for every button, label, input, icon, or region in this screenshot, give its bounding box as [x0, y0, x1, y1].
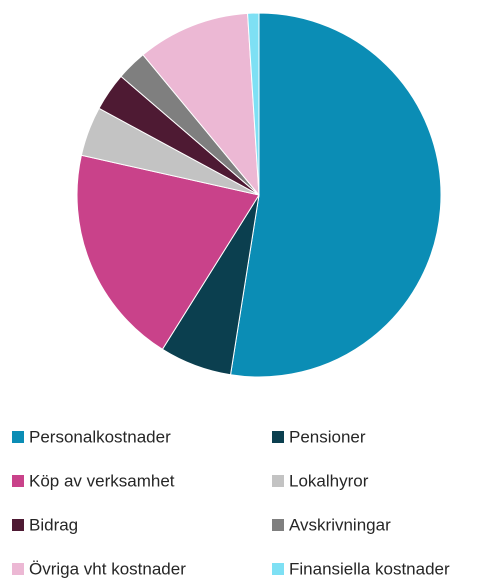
legend-label: Övriga vht kostnader — [29, 559, 186, 578]
legend-label: Pensioner — [289, 427, 366, 446]
legend-label: Köp av verksamhet — [29, 471, 175, 490]
legend-swatch — [12, 563, 24, 575]
legend-label: Personalkostnader — [29, 427, 171, 446]
legend-swatch — [272, 563, 284, 575]
pie-slice — [229, 12, 442, 378]
legend-swatch — [12, 431, 24, 443]
legend-swatch — [272, 519, 284, 531]
legend-swatch — [12, 475, 24, 487]
pie-slice — [142, 12, 260, 197]
pie-slice — [76, 154, 260, 350]
pie-slice — [247, 12, 260, 196]
legend-label: Lokalhyror — [289, 471, 369, 490]
legend-swatch — [272, 431, 284, 443]
legend-label: Bidrag — [29, 515, 78, 534]
legend-swatch — [12, 519, 24, 531]
legend-label: Avskrivningar — [289, 515, 391, 534]
legend-swatch — [272, 475, 284, 487]
legend-label: Finansiella kostnader — [289, 559, 450, 578]
